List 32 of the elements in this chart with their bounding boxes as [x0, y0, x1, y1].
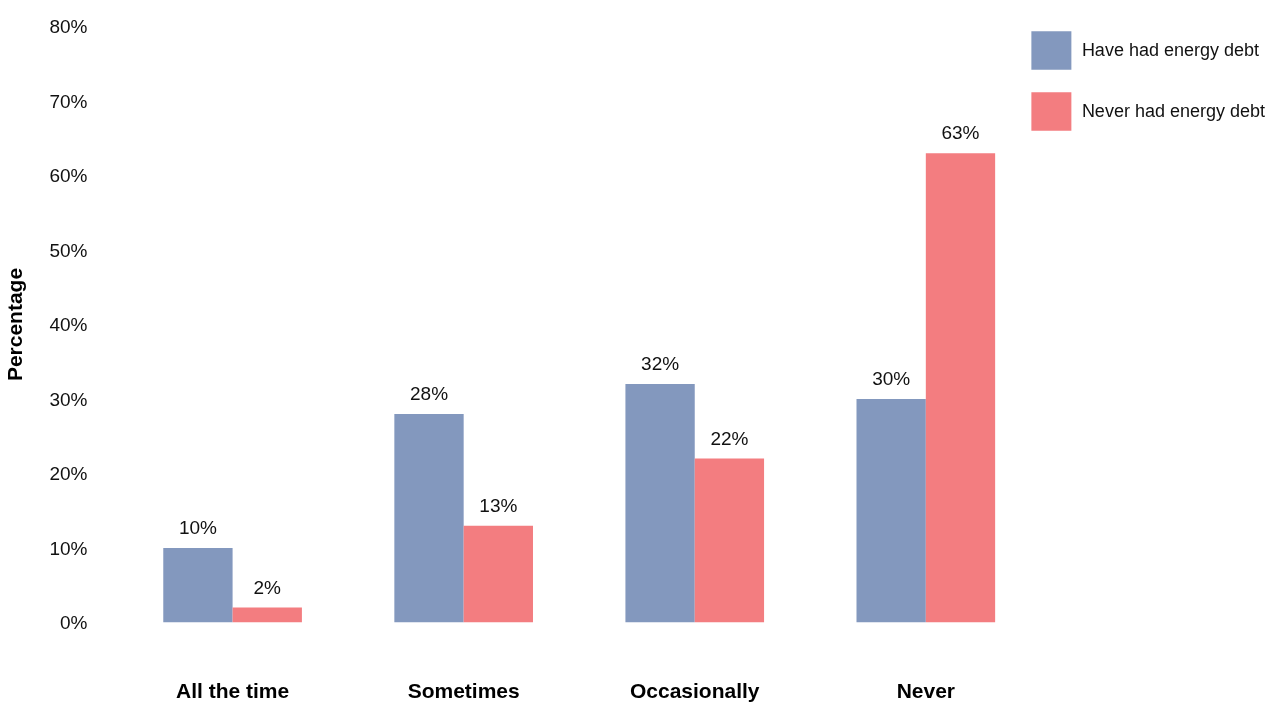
bar [625, 384, 695, 623]
y-tick-label: 30% [49, 388, 88, 410]
data-label: 28% [409, 382, 449, 404]
data-label: 13% [479, 494, 518, 516]
x-tick-label: All the time [176, 678, 290, 702]
y-tick-label: 50% [49, 239, 88, 261]
y-tick-label: 0% [60, 612, 88, 633]
data-label: 32% [641, 353, 680, 375]
y-tick-label: 80% [49, 16, 88, 37]
y-tick-label: 10% [49, 537, 88, 559]
bar [232, 607, 302, 623]
data-label: 30% [872, 368, 911, 389]
y-tick-label: 60% [49, 165, 88, 186]
data-label: 2% [253, 576, 282, 598]
data-label: 22% [710, 427, 749, 449]
bar [163, 548, 233, 623]
data-label: 63% [941, 122, 980, 144]
bar [856, 399, 926, 623]
legend-label: Never had energy debt [1081, 100, 1265, 122]
bar [694, 458, 765, 623]
y-tick-label: 40% [49, 314, 88, 335]
bar [394, 413, 464, 623]
legend-label: Have had energy debt [1081, 39, 1260, 61]
x-tick-label: Never [896, 678, 956, 702]
bar [925, 153, 996, 623]
y-axis-title: Percentage [3, 267, 27, 382]
x-tick-label: Occasionally [629, 678, 760, 702]
data-label: 10% [178, 517, 218, 538]
y-tick-label: 20% [49, 463, 88, 484]
bar [463, 525, 533, 623]
y-tick-label: 70% [49, 90, 88, 112]
x-tick-label: Sometimes [407, 678, 520, 702]
